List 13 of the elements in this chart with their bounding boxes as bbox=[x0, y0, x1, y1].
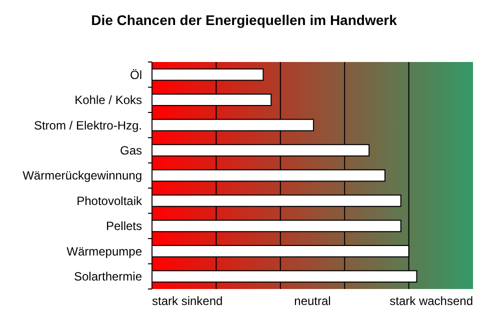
text: stark sinkend bbox=[152, 294, 223, 308]
y-tick-label: Solarthermie bbox=[74, 270, 142, 284]
text: neutral bbox=[294, 294, 331, 308]
y-tick-label: Gas bbox=[120, 143, 142, 158]
y-tick-label: Photovoltaik bbox=[76, 194, 143, 208]
y-tick-label: Kohle / Koks bbox=[74, 93, 142, 108]
y-tick-label: Wärmepumpe bbox=[66, 244, 142, 258]
y-tick-label: Öl bbox=[130, 68, 142, 82]
y-tick-label: Pellets bbox=[106, 219, 142, 234]
chart-title: Die Chancen der Energiequellen im Handwerk bbox=[91, 12, 398, 28]
y-tick-label: Strom / Elektro-Hzg. bbox=[34, 118, 142, 132]
y-tick-label: Wärmerückgewinnung bbox=[22, 168, 142, 183]
text: stark wachsend bbox=[390, 294, 473, 308]
